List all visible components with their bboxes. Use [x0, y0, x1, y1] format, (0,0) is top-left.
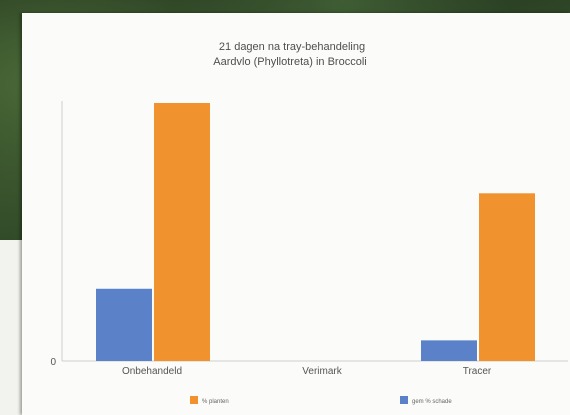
bar-schade-tracer	[421, 340, 477, 361]
bars-group	[96, 103, 535, 361]
x-tick-labels-group: Onbehandeld Verimark Tracer	[122, 366, 492, 377]
y-tick-label: 0	[50, 357, 56, 368]
background-strip	[0, 240, 22, 415]
legend-label: gem % schade	[412, 399, 452, 405]
chart-title-line-1: 21 dagen na tray-behandeling	[219, 41, 365, 53]
bar-planten-tracer	[479, 193, 535, 361]
legend-swatch	[190, 396, 198, 404]
chart-card: 21 dagen na tray-behandeling Aardvlo (Ph…	[22, 13, 570, 415]
legend-swatch	[400, 396, 408, 404]
legend: % planten gem % schade	[190, 396, 452, 405]
bar-planten-onbehandeld	[154, 103, 210, 361]
legend-label: % planten	[202, 399, 229, 405]
x-tick-label: Tracer	[463, 366, 492, 377]
x-tick-label: Verimark	[302, 366, 342, 377]
chart-title-line-2: Aardvlo (Phyllotreta) in Broccoli	[213, 56, 366, 68]
bar-chart: 21 dagen na tray-behandeling Aardvlo (Ph…	[50, 41, 568, 405]
x-tick-label: Onbehandeld	[122, 366, 182, 377]
bar-schade-onbehandeld	[96, 288, 152, 361]
